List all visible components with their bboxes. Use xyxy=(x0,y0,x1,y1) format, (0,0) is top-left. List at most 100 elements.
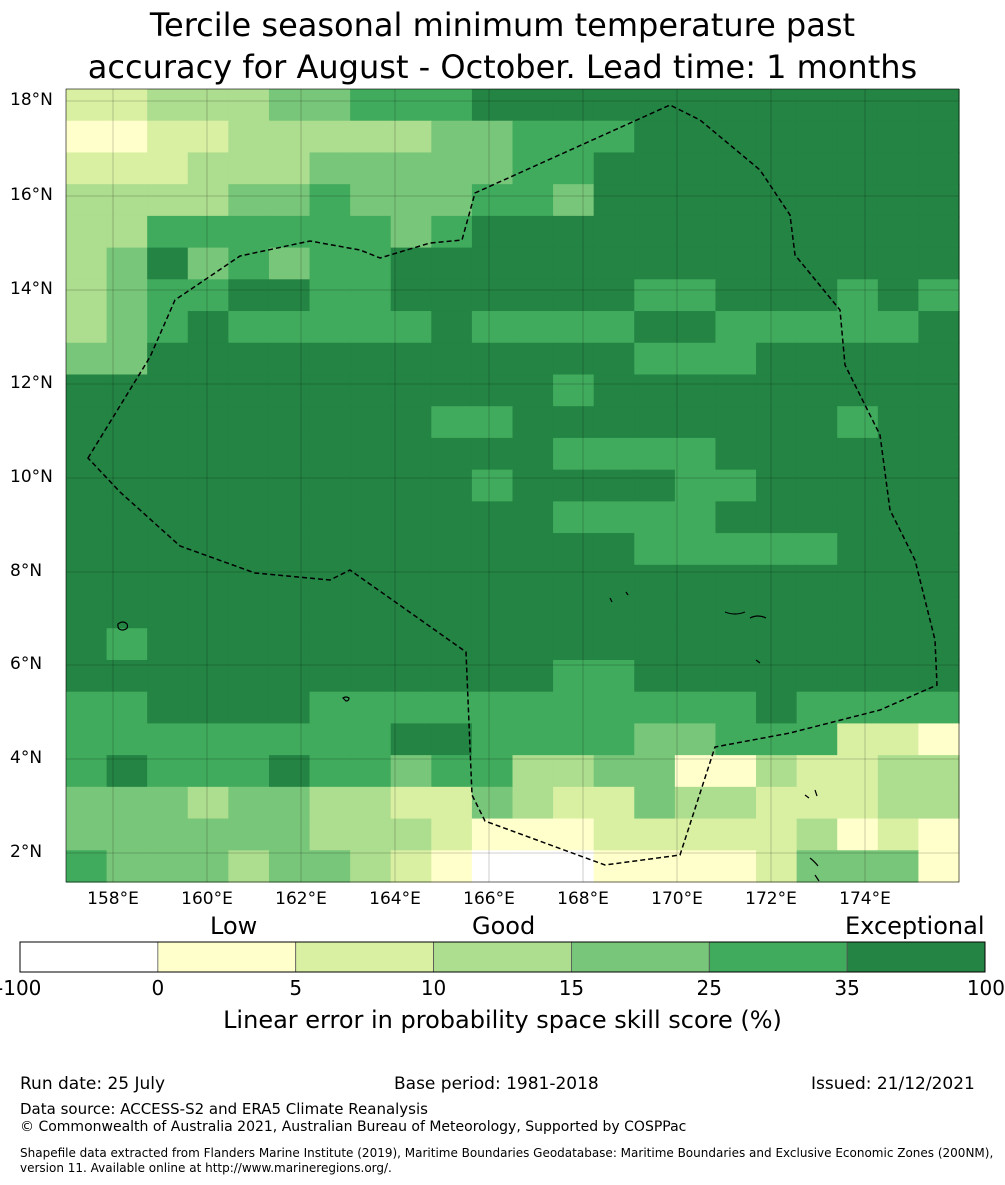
skill-cell xyxy=(796,311,838,344)
skill-cell xyxy=(837,184,879,217)
skill-cell xyxy=(796,786,838,820)
skill-cell xyxy=(918,501,960,534)
skill-cell xyxy=(106,723,148,756)
skill-cell xyxy=(837,406,879,439)
skill-cell xyxy=(756,469,798,502)
skill-cell xyxy=(593,533,635,566)
skill-cell xyxy=(350,311,392,344)
skill-cell xyxy=(228,659,270,693)
colorbar-segment xyxy=(295,941,434,973)
skill-cell xyxy=(390,850,432,883)
skill-cell xyxy=(147,152,189,185)
skill-cell xyxy=(593,247,635,280)
skill-cell xyxy=(228,311,270,344)
latitude-label: 10°N xyxy=(10,467,53,487)
skill-cell xyxy=(431,311,473,344)
skill-cell xyxy=(147,279,189,312)
copyright: © Commonwealth of Australia 2021, Austra… xyxy=(20,1119,687,1135)
skill-cell xyxy=(634,215,676,249)
skill-cell xyxy=(228,89,270,122)
skill-cell xyxy=(66,659,108,693)
skill-cell xyxy=(350,152,392,185)
skill-cell xyxy=(106,691,148,724)
skill-cell xyxy=(512,437,554,471)
skill-cell xyxy=(66,215,108,249)
skill-cell xyxy=(512,89,554,122)
skill-cell xyxy=(106,311,148,344)
skill-cell xyxy=(634,628,676,661)
skill-cell xyxy=(431,342,473,376)
skill-cell xyxy=(877,786,920,820)
skill-cell xyxy=(187,120,229,154)
eez-boundary xyxy=(87,104,938,866)
skill-cell xyxy=(796,596,838,629)
skill-cell xyxy=(674,152,717,185)
colorbar-segment xyxy=(19,941,159,973)
skill-cell xyxy=(796,850,838,883)
skill-cell xyxy=(350,850,392,883)
skill-cell xyxy=(350,120,392,154)
skill-cell xyxy=(106,533,148,566)
skill-cell xyxy=(553,691,595,724)
skill-cell xyxy=(877,152,920,185)
skill-cell xyxy=(228,469,270,502)
skill-cell xyxy=(390,215,432,249)
skill-cell xyxy=(309,342,351,376)
skill-cell xyxy=(796,723,838,756)
skill-cell xyxy=(918,152,960,185)
skill-cell xyxy=(228,691,270,724)
skill-cell xyxy=(228,786,270,820)
skill-cell xyxy=(187,850,229,883)
skill-cell xyxy=(66,89,108,122)
skill-cell xyxy=(268,628,311,661)
skill-cell xyxy=(512,406,554,439)
skill-cell xyxy=(187,755,229,788)
skill-cell xyxy=(837,311,879,344)
skill-cell xyxy=(106,184,148,217)
skill-cell xyxy=(837,215,879,249)
colorbar-segment xyxy=(846,941,986,973)
skill-cell xyxy=(674,755,717,788)
skill-cell xyxy=(715,152,757,185)
skill-cell xyxy=(309,564,351,598)
skill-cell xyxy=(512,533,554,566)
skill-cell xyxy=(715,628,757,661)
skill-cell xyxy=(634,818,676,851)
skill-cell xyxy=(66,184,108,217)
skill-cell xyxy=(187,659,229,693)
skill-cell xyxy=(187,279,229,312)
skill-cell xyxy=(674,374,717,407)
skill-cell xyxy=(837,564,879,598)
skill-cell xyxy=(187,628,229,661)
skill-cell xyxy=(187,89,229,122)
skill-cell xyxy=(390,184,432,217)
skill-cell xyxy=(553,564,595,598)
skill-cell xyxy=(350,628,392,661)
skill-cell xyxy=(796,247,838,280)
skill-cell xyxy=(756,786,798,820)
skill-cell xyxy=(471,311,514,344)
skill-cell xyxy=(228,279,270,312)
skill-cell xyxy=(593,501,635,534)
skill-cell xyxy=(66,279,108,312)
skill-cell xyxy=(431,786,473,820)
skill-cell xyxy=(268,311,311,344)
skill-cell xyxy=(715,596,757,629)
skill-cell xyxy=(66,596,108,629)
skill-cell xyxy=(715,659,757,693)
skill-cell xyxy=(147,659,189,693)
skill-cell xyxy=(756,755,798,788)
skill-cell xyxy=(877,691,920,724)
skill-cell xyxy=(674,564,717,598)
skill-cell xyxy=(309,152,351,185)
colorbar-word-low: Low xyxy=(210,912,258,940)
skill-cell xyxy=(66,786,108,820)
skill-cell xyxy=(512,723,554,756)
skill-cell xyxy=(634,596,676,629)
skill-cell xyxy=(715,247,757,280)
skill-cell xyxy=(66,374,108,407)
skill-cell xyxy=(309,723,351,756)
skill-cell xyxy=(390,437,432,471)
skill-cell xyxy=(796,818,838,851)
skill-cell xyxy=(350,437,392,471)
